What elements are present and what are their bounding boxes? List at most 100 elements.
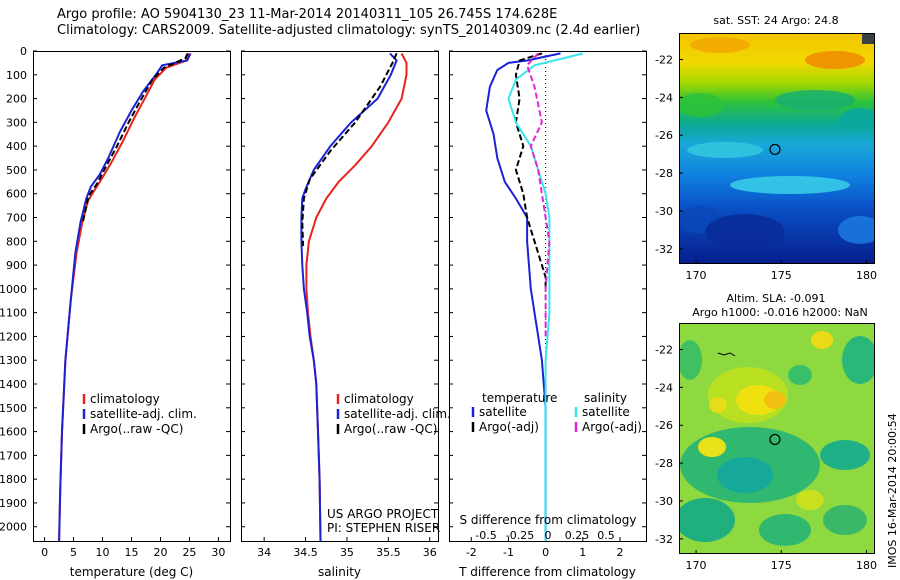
depth-tick-label: 1300 bbox=[0, 354, 27, 367]
legend-label: Argo(..raw -QC) bbox=[344, 422, 437, 436]
sla-map-title: Altim. SLA: -0.091 bbox=[726, 292, 825, 305]
depth-tick-label: 700 bbox=[6, 212, 27, 225]
x-tick-label: 0 bbox=[542, 546, 549, 559]
map-y-tick-label: -26 bbox=[655, 129, 673, 142]
legend-label: satellite bbox=[479, 405, 527, 419]
top-tick-label: 0.25 bbox=[565, 529, 590, 542]
top-tick-label: -0.5 bbox=[475, 529, 496, 542]
depth-tick-label: 1400 bbox=[0, 378, 27, 391]
map-y-tick-label: -24 bbox=[655, 91, 673, 104]
map-y-tick-label: -28 bbox=[655, 167, 673, 180]
argo-position-marker bbox=[769, 433, 781, 446]
depth-tick-label: 100 bbox=[6, 69, 27, 82]
series-line bbox=[301, 53, 398, 247]
header-line-2: Climatology: CARS2009. Satellite-adjuste… bbox=[57, 23, 641, 38]
salinity-panel bbox=[241, 51, 439, 542]
sst-map bbox=[679, 33, 875, 264]
legend-label: satellite-adj. clim. bbox=[344, 407, 451, 421]
series-line bbox=[81, 52, 189, 223]
legend-label: satellite bbox=[582, 405, 630, 419]
map-y-tick-label: -22 bbox=[655, 54, 673, 67]
x-tick-label: 0 bbox=[41, 546, 48, 559]
map-y-tick-label: -32 bbox=[655, 243, 673, 256]
map-y-tick-label: -28 bbox=[655, 457, 673, 470]
sst-map-title: sat. SST: 24 Argo: 24.8 bbox=[713, 14, 838, 27]
depth-tick-label: 2000 bbox=[0, 521, 27, 534]
x-axis-label: temperature (deg C) bbox=[70, 565, 193, 579]
difference-panel bbox=[449, 51, 647, 542]
series-line bbox=[300, 52, 398, 542]
map-y-tick-label: -26 bbox=[655, 419, 673, 432]
x-axis-label: salinity bbox=[318, 565, 361, 579]
legend-label: satellite-adj. clim. bbox=[90, 407, 197, 421]
map-y-tick-label: -30 bbox=[655, 205, 673, 218]
depth-tick-label: 1600 bbox=[0, 426, 27, 439]
series-line bbox=[525, 52, 551, 337]
depth-tick-label: 1700 bbox=[0, 449, 27, 462]
depth-tick-label: 1000 bbox=[0, 283, 27, 296]
series-line bbox=[507, 52, 584, 541]
x-tick-label: 25 bbox=[182, 546, 196, 559]
map-x-tick-label: 170 bbox=[686, 269, 707, 282]
x-tick-label: 1 bbox=[579, 546, 586, 559]
map-y-tick-label: -24 bbox=[655, 381, 673, 394]
x-tick-label: -2 bbox=[466, 546, 477, 559]
depth-tick-label: 1500 bbox=[0, 402, 27, 415]
x-axis-label: T difference from climatology bbox=[458, 565, 636, 579]
depth-tick-label: 200 bbox=[6, 93, 27, 106]
map-x-tick-label: 180 bbox=[856, 559, 877, 572]
sla-map bbox=[679, 323, 875, 554]
x-tick-label: 35.5 bbox=[376, 546, 401, 559]
x-tick-label: -1 bbox=[503, 546, 514, 559]
x-tick-label: 35 bbox=[340, 546, 354, 559]
legend-label: Argo(..raw -QC) bbox=[90, 422, 183, 436]
x-tick-label: 34 bbox=[257, 546, 271, 559]
series-line bbox=[58, 52, 192, 542]
temperature-panel bbox=[33, 51, 231, 542]
depth-tick-label: 900 bbox=[6, 259, 27, 272]
x-tick-label: 34.5 bbox=[293, 546, 318, 559]
depth-tick-label: 600 bbox=[6, 188, 27, 201]
x-tick-label: 36 bbox=[423, 546, 437, 559]
header-line-1: Argo profile: AO 5904130_23 11-Mar-2014 … bbox=[57, 7, 558, 22]
legend-header-salinity: salinity bbox=[584, 391, 627, 405]
map-x-tick-label: 180 bbox=[856, 269, 877, 282]
map-y-tick-label: -30 bbox=[655, 495, 673, 508]
series-line bbox=[485, 52, 561, 541]
legend-label: Argo(-adj) bbox=[479, 420, 539, 434]
top-tick-label: 0.5 bbox=[597, 529, 615, 542]
top-tick-label: -0.25 bbox=[506, 529, 534, 542]
map-x-tick-label: 175 bbox=[771, 559, 792, 572]
argo-position-marker bbox=[769, 143, 781, 156]
depth-tick-label: 1800 bbox=[0, 473, 27, 486]
top-tick-label: 0 bbox=[545, 529, 552, 542]
x-tick-label: 5 bbox=[70, 546, 77, 559]
series-line bbox=[514, 52, 547, 289]
depth-tick-label: 300 bbox=[6, 116, 27, 129]
legend-label: climatology bbox=[90, 392, 160, 406]
depth-tick-label: 1100 bbox=[0, 307, 27, 320]
map-x-tick-label: 175 bbox=[771, 269, 792, 282]
legend-label: climatology bbox=[344, 392, 414, 406]
series-line bbox=[305, 52, 408, 542]
legend-header-temperature: temperature bbox=[482, 391, 557, 405]
depth-tick-label: 400 bbox=[6, 140, 27, 153]
sla-map-subtitle: Argo h1000: -0.016 h2000: NaN bbox=[692, 306, 868, 319]
x-tick-label: 10 bbox=[96, 546, 110, 559]
x-tick-label: 2 bbox=[616, 546, 623, 559]
x-tick-label: 30 bbox=[211, 546, 225, 559]
stamp-text: IMOS 16-Mar-2014 20:00:54 bbox=[886, 413, 899, 568]
top-axis-label: S difference from climatology bbox=[460, 513, 637, 527]
imos-timestamp-stamp: IMOS 16-Mar-2014 20:00:54 bbox=[884, 390, 900, 570]
depth-tick-label: 1200 bbox=[0, 330, 27, 343]
x-tick-label: 15 bbox=[125, 546, 139, 559]
project-annotation: US ARGO PROJECT bbox=[327, 507, 439, 521]
x-tick-label: 20 bbox=[153, 546, 167, 559]
depth-tick-label: 800 bbox=[6, 235, 27, 248]
depth-tick-label: 0 bbox=[20, 45, 27, 58]
map-x-tick-label: 170 bbox=[686, 559, 707, 572]
depth-tick-label: 1900 bbox=[0, 497, 27, 510]
legend-label: Argo(-adj) bbox=[582, 420, 642, 434]
map-y-tick-label: -32 bbox=[655, 533, 673, 546]
